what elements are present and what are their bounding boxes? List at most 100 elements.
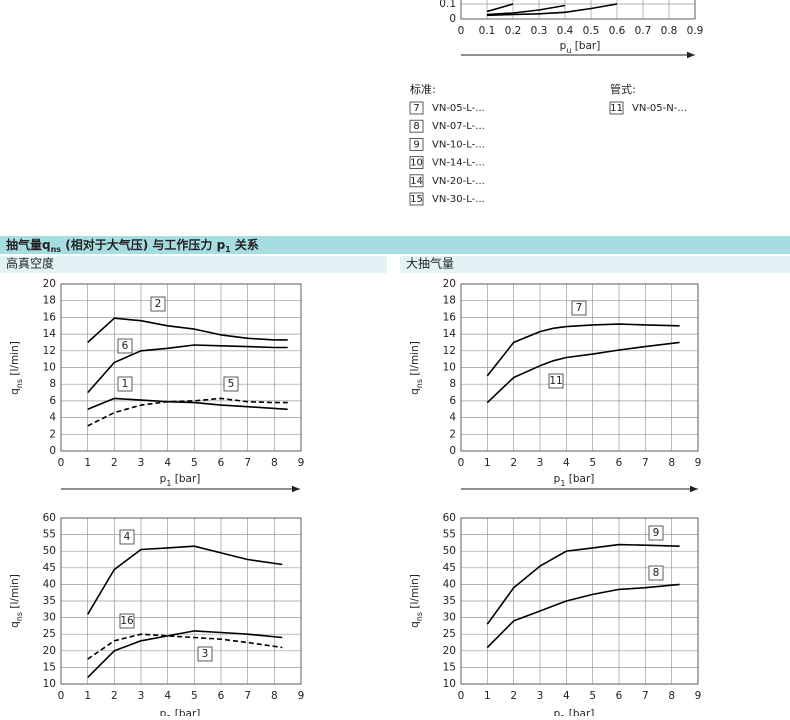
y-axis-label-part: q bbox=[409, 388, 421, 395]
section-title-part: 关系 bbox=[231, 237, 259, 252]
x-tick-label: 1 bbox=[484, 690, 491, 702]
series-label: 4 bbox=[124, 531, 131, 543]
y-axis-label-part: [l/min] bbox=[409, 341, 421, 379]
y-tick-label: 40 bbox=[443, 578, 456, 590]
x-tick-label: 7 bbox=[244, 457, 251, 469]
x-axis-label-part: p bbox=[160, 473, 167, 485]
x-tick-label: 3 bbox=[138, 690, 145, 702]
y-axis-label: qns [l/min] bbox=[409, 574, 424, 628]
legend-box bbox=[409, 119, 424, 133]
series-label-box bbox=[119, 613, 135, 629]
x-axis-label: p1 [bar] bbox=[554, 708, 595, 716]
series-line bbox=[486, 3, 514, 13]
y-tick-label: 2 bbox=[449, 428, 456, 440]
plot-frame bbox=[60, 517, 302, 685]
plot-frame bbox=[60, 283, 302, 452]
x-tick-label: 7 bbox=[642, 457, 649, 469]
x-tick-label: 0 bbox=[458, 690, 465, 702]
y-tick-label: 25 bbox=[43, 628, 56, 640]
series-line bbox=[87, 630, 283, 678]
series-label: 9 bbox=[653, 527, 660, 539]
y-axis-label-part: q bbox=[409, 621, 421, 628]
x-tick-label: 8 bbox=[271, 457, 278, 469]
x-tick-label: 8 bbox=[271, 690, 278, 702]
x-axis-label: pu [bar] bbox=[560, 40, 601, 55]
x-tick-label: 9 bbox=[695, 690, 702, 702]
y-tick-label: 10 bbox=[443, 678, 456, 690]
y-tick-label: 0.1 bbox=[439, 0, 456, 10]
series-line bbox=[486, 341, 680, 404]
legend-box bbox=[409, 137, 424, 151]
series-label-box bbox=[648, 565, 664, 581]
x-axis-label-part: p bbox=[554, 708, 561, 716]
x-tick-label: 2 bbox=[111, 457, 118, 469]
x-tick-label: 9 bbox=[695, 457, 702, 469]
y-tick-label: 55 bbox=[443, 529, 456, 541]
x-tick-label: 6 bbox=[218, 690, 225, 702]
legend-box bbox=[609, 101, 624, 115]
plot-frame bbox=[460, 0, 696, 20]
series-line bbox=[87, 397, 288, 411]
series-line bbox=[486, 323, 680, 377]
series-line bbox=[486, 4, 566, 16]
x-axis-label-part: [bar] bbox=[171, 473, 200, 485]
x-tick-label: 0 bbox=[58, 690, 65, 702]
x-axis-label: p1 [bar] bbox=[160, 708, 201, 716]
x-axis-label-part: p bbox=[160, 708, 167, 716]
section-title-part: 抽气量q bbox=[6, 237, 51, 252]
legend-title: 标准: bbox=[410, 82, 436, 96]
y-tick-label: 12 bbox=[43, 345, 56, 357]
x-tick-label: 5 bbox=[589, 690, 596, 702]
legend-id: 15 bbox=[410, 194, 423, 205]
x-tick-label: 2 bbox=[510, 457, 517, 469]
y-tick-label: 6 bbox=[49, 395, 56, 407]
y-tick-label: 55 bbox=[43, 529, 56, 541]
y-axis-label-part: q bbox=[9, 621, 21, 628]
x-axis-label-part: p bbox=[560, 40, 567, 52]
y-tick-label: 20 bbox=[443, 645, 456, 657]
y-axis-label-part: ns bbox=[15, 379, 24, 388]
y-tick-label: 50 bbox=[443, 545, 456, 557]
series-label-box bbox=[197, 646, 213, 662]
series-label-box bbox=[150, 296, 166, 312]
x-axis-label-part: [bar] bbox=[565, 473, 594, 485]
y-tick-label: 50 bbox=[43, 545, 56, 557]
legend-id: 8 bbox=[413, 121, 419, 132]
legend-title: 管式: bbox=[610, 82, 636, 96]
series-label: 1 bbox=[122, 378, 129, 390]
legend-label: VN-05-L-... bbox=[432, 103, 485, 114]
y-tick-label: 16 bbox=[43, 311, 57, 323]
series-line bbox=[486, 583, 680, 649]
y-tick-label: 20 bbox=[443, 278, 456, 290]
y-tick-label: 20 bbox=[43, 278, 56, 290]
legend-id: 14 bbox=[410, 176, 423, 187]
x-tick-label: 6 bbox=[218, 457, 225, 469]
x-tick-label: 3 bbox=[537, 457, 544, 469]
y-tick-label: 18 bbox=[443, 295, 456, 307]
y-tick-label: 16 bbox=[443, 311, 457, 323]
section-title-part: 1 bbox=[225, 245, 231, 254]
legend-label: VN-20-L-... bbox=[432, 176, 485, 187]
x-tick-label: 2 bbox=[111, 690, 118, 702]
series-label: 3 bbox=[202, 648, 209, 660]
x-tick-label: 0.6 bbox=[609, 25, 626, 37]
x-tick-label: 7 bbox=[642, 690, 649, 702]
series-label: 16 bbox=[120, 615, 134, 627]
legend-id: 10 bbox=[410, 158, 423, 169]
y-axis-label-part: [l/min] bbox=[9, 341, 21, 379]
y-tick-label: 4 bbox=[449, 412, 456, 424]
y-tick-label: 45 bbox=[43, 562, 56, 574]
y-tick-label: 60 bbox=[443, 512, 456, 524]
x-axis-label-part: [bar] bbox=[571, 40, 600, 52]
y-axis-label: qns [l/min] bbox=[9, 341, 24, 395]
section-band bbox=[0, 236, 790, 254]
y-axis-label-part: ns bbox=[415, 612, 424, 621]
y-tick-label: 8 bbox=[449, 378, 456, 390]
plot-frame bbox=[460, 283, 699, 452]
x-tick-label: 1 bbox=[84, 690, 91, 702]
y-tick-label: 30 bbox=[443, 612, 456, 624]
y-tick-label: 60 bbox=[43, 512, 56, 524]
x-axis-label: p1 [bar] bbox=[160, 473, 201, 488]
y-tick-label: 45 bbox=[443, 562, 456, 574]
